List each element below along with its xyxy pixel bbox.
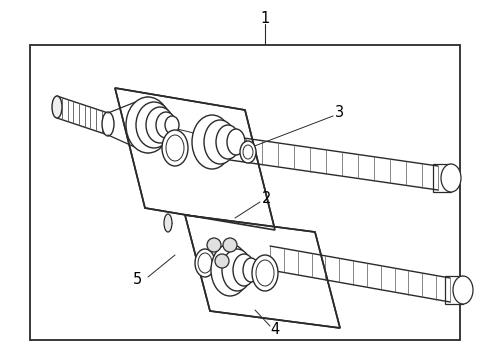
Ellipse shape [223,238,237,252]
Ellipse shape [146,107,174,143]
Bar [432,164,450,192]
Ellipse shape [215,254,228,268]
Ellipse shape [226,129,244,155]
Ellipse shape [243,258,259,282]
Polygon shape [115,88,274,230]
Ellipse shape [256,260,273,286]
Ellipse shape [452,276,472,304]
Ellipse shape [195,249,215,277]
Ellipse shape [232,254,254,286]
Ellipse shape [203,120,236,164]
Text: 4: 4 [269,323,279,338]
Text: 2: 2 [262,190,271,206]
Text: 1: 1 [260,10,269,26]
Ellipse shape [440,164,460,192]
Ellipse shape [165,135,183,161]
Ellipse shape [52,96,62,118]
Ellipse shape [162,130,187,166]
Polygon shape [184,215,339,328]
Ellipse shape [164,116,179,134]
Ellipse shape [136,102,172,148]
Ellipse shape [192,115,231,169]
Ellipse shape [198,253,212,273]
Bar [444,276,462,304]
Ellipse shape [222,249,251,291]
Ellipse shape [102,112,114,136]
Ellipse shape [206,238,221,252]
Ellipse shape [240,141,256,163]
Text: 3: 3 [334,104,344,120]
Ellipse shape [163,214,172,232]
Text: 5: 5 [133,273,142,288]
Ellipse shape [156,112,176,138]
Ellipse shape [126,97,170,153]
Ellipse shape [210,244,248,296]
Ellipse shape [216,125,240,159]
Ellipse shape [243,145,252,159]
Ellipse shape [251,255,278,291]
Bar [30,45,459,340]
